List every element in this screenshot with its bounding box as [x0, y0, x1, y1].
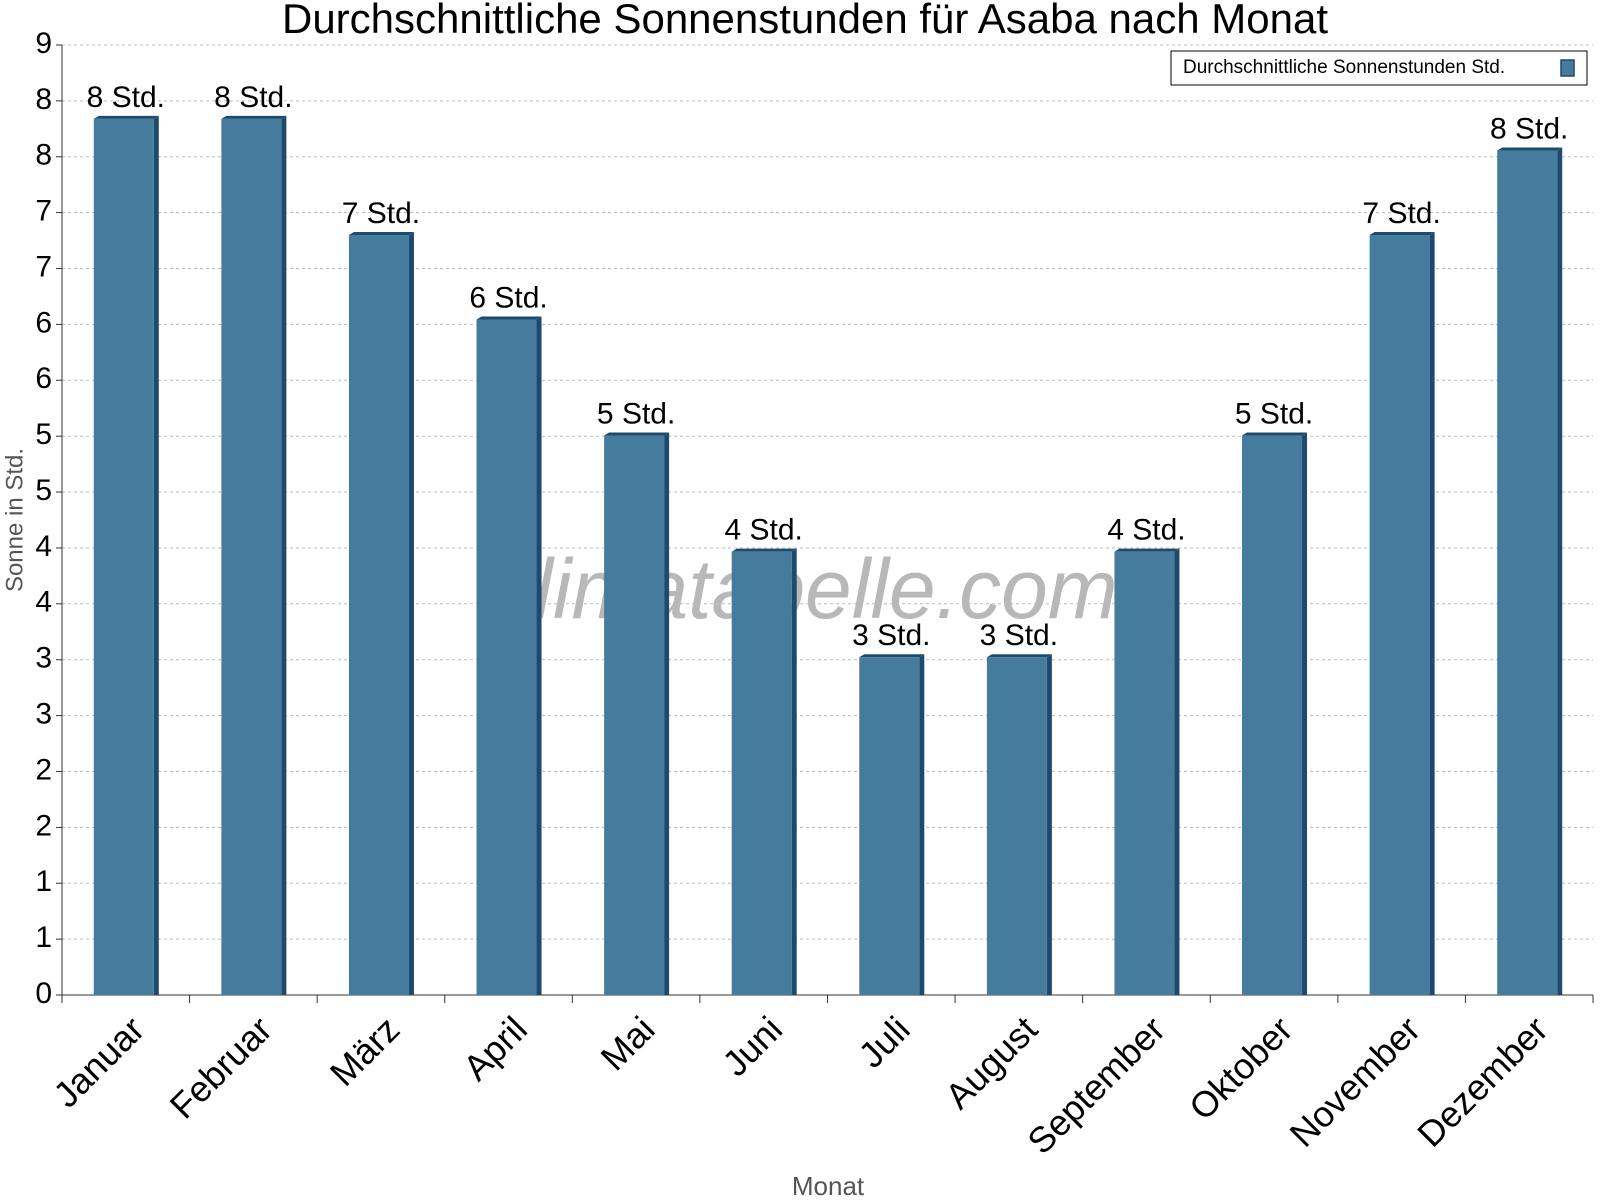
y-tick-label: 1	[35, 865, 52, 898]
x-tick-label: Januar	[45, 1008, 152, 1115]
bar-side	[1429, 232, 1435, 995]
bar-side	[791, 548, 797, 995]
bar	[604, 435, 665, 995]
y-tick-label: 3	[35, 642, 52, 675]
bar	[1114, 551, 1175, 995]
y-tick-label: 4	[35, 530, 52, 563]
y-tick-label: 6	[35, 306, 52, 339]
data-label: 5 Std.	[597, 397, 675, 430]
data-label: 4 Std.	[725, 514, 803, 547]
legend-label: Durchschnittliche Sonnenstunden Std.	[1183, 57, 1505, 78]
bar	[1369, 235, 1430, 995]
bar-top	[1114, 548, 1180, 552]
bar-side	[153, 115, 159, 995]
bar-top	[604, 432, 670, 436]
data-label: 3 Std.	[852, 619, 930, 652]
y-tick-label: 7	[35, 195, 52, 228]
y-tick-label: 4	[35, 586, 52, 619]
bar	[348, 235, 409, 995]
x-tick-label: April	[455, 1008, 535, 1088]
bar-side	[536, 316, 542, 995]
y-axis-label: Sonne in Std.	[1, 448, 28, 592]
y-tick-label: 8	[35, 139, 52, 172]
y-tick-label: 0	[35, 977, 52, 1010]
chart-title: Durchschnittliche Sonnenstunden für Asab…	[282, 0, 1328, 42]
data-label: 8 Std.	[214, 81, 292, 114]
x-tick-label: Oktober	[1181, 1008, 1301, 1128]
bar-side	[1174, 548, 1180, 995]
bar-side	[408, 232, 414, 995]
legend-swatch	[1560, 59, 1575, 77]
x-axis-label: Monat	[792, 1171, 865, 1200]
bar-top	[476, 316, 542, 320]
x-tick-label: August	[937, 1008, 1045, 1116]
bar	[1242, 435, 1303, 995]
bar-top	[731, 548, 797, 552]
bar	[1497, 150, 1558, 996]
y-tick-label: 2	[35, 753, 52, 786]
bar-side	[1557, 147, 1563, 996]
y-tick-label: 9	[35, 27, 52, 60]
y-tick-label: 7	[35, 250, 52, 283]
bar-top	[1497, 147, 1563, 151]
x-tick-label: Mai	[592, 1008, 662, 1078]
x-tick-label: September	[1019, 1008, 1173, 1162]
x-tick-label: Juli	[850, 1008, 917, 1075]
x-tick-label: Februar	[162, 1008, 280, 1126]
data-label: 4 Std.	[1107, 514, 1185, 547]
bar	[986, 657, 1047, 995]
bar-top	[348, 232, 414, 235]
bar-top	[221, 115, 287, 119]
bar-side	[1302, 432, 1308, 995]
bar-side	[919, 654, 925, 995]
watermark: klimatabelle.com	[492, 542, 1118, 636]
data-label: 3 Std.	[980, 619, 1058, 652]
legend-box	[1170, 50, 1588, 86]
data-label: 6 Std.	[469, 281, 547, 314]
y-tick-label: 5	[35, 418, 52, 451]
y-tick-label: 3	[35, 698, 52, 731]
y-tick-label: 5	[35, 474, 52, 507]
bar	[93, 118, 154, 995]
data-label: 8 Std.	[1490, 112, 1568, 145]
bar-side	[664, 432, 670, 995]
x-tick-label: Dezember	[1409, 1008, 1555, 1154]
bar-top	[1242, 432, 1308, 436]
x-tick-label: November	[1282, 1008, 1428, 1154]
y-tick-label: 8	[35, 83, 52, 116]
bar-top	[93, 115, 159, 119]
bar-top	[1369, 232, 1435, 235]
x-tick-label: Juni	[714, 1008, 790, 1084]
bar-top	[859, 654, 925, 658]
x-tick-label: März	[322, 1008, 408, 1094]
bar	[859, 657, 920, 995]
data-label: 7 Std.	[1362, 197, 1440, 230]
data-label: 7 Std.	[342, 197, 420, 230]
data-label: 8 Std.	[87, 81, 165, 114]
y-tick-label: 2	[35, 809, 52, 842]
bar-side	[281, 115, 287, 995]
bar	[221, 118, 282, 995]
bar-top	[986, 654, 1052, 658]
bar	[476, 319, 537, 995]
bar-side	[1046, 654, 1052, 995]
data-label: 5 Std.	[1235, 397, 1313, 430]
bar	[731, 551, 792, 995]
y-tick-label: 6	[35, 362, 52, 395]
y-tick-label: 1	[35, 921, 52, 954]
